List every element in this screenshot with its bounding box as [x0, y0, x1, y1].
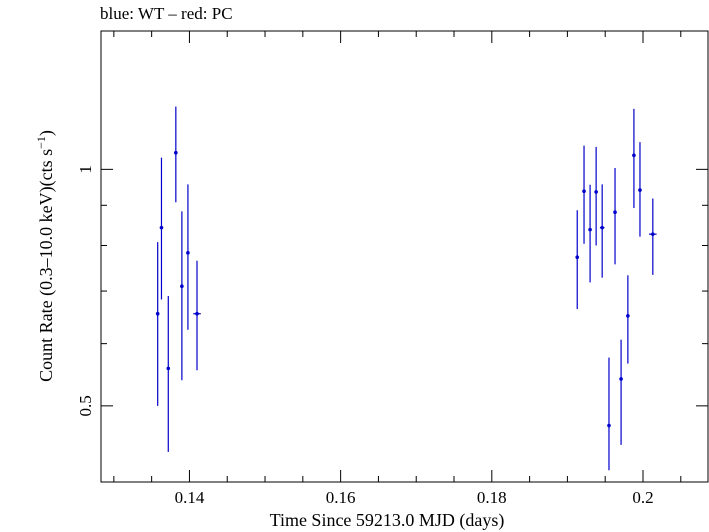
point-marker — [626, 314, 630, 318]
y-axis-label-close: ) — [36, 130, 57, 136]
point-marker — [582, 189, 586, 193]
data-point — [155, 242, 160, 406]
data-point — [649, 198, 657, 275]
data-point — [626, 275, 630, 364]
point-marker — [159, 225, 164, 230]
point-marker — [600, 225, 604, 230]
chart-title: blue: WT – red: PC — [100, 4, 233, 23]
data-point — [607, 357, 611, 471]
data-point — [159, 157, 164, 300]
data-point — [613, 167, 617, 265]
point-marker — [607, 423, 611, 428]
x-tick-label: 0.2 — [632, 488, 653, 507]
data-point — [594, 146, 598, 246]
data-point — [193, 260, 201, 371]
point-marker — [186, 251, 190, 255]
point-marker — [632, 153, 636, 158]
point-marker — [619, 377, 623, 381]
data-point — [588, 184, 592, 283]
y-tick-label: 1 — [76, 165, 95, 174]
data-point — [186, 184, 190, 330]
point-marker — [594, 190, 598, 194]
x-tick-label: 0.16 — [326, 488, 356, 507]
y-tick-label: 0.5 — [76, 395, 95, 416]
plot-frame — [100, 30, 709, 483]
y-axis-label-exponent: −1 — [34, 136, 48, 149]
data-point — [599, 184, 605, 278]
x-axis-label: Time Since 59213.0 MJD (days) — [270, 510, 505, 531]
axis-ticks: 0.14 0.16 0.18 0.2 0.5 1 — [76, 31, 708, 507]
point-marker — [613, 210, 617, 214]
point-marker — [588, 227, 592, 232]
point-marker — [575, 255, 580, 260]
data-point — [575, 210, 580, 310]
data-point — [582, 145, 586, 244]
data-point — [638, 142, 642, 237]
point-marker — [174, 150, 178, 155]
point-marker — [195, 311, 199, 316]
data-point — [174, 106, 178, 203]
data-points — [155, 106, 657, 471]
y-axis-label: Count Rate (0.3–10.0 keV)(cts s−1) — [34, 130, 57, 382]
point-marker — [180, 284, 184, 289]
data-point — [166, 295, 171, 452]
point-marker — [155, 311, 160, 316]
point-marker — [651, 232, 655, 236]
data-point — [619, 339, 623, 445]
point-marker — [638, 188, 642, 192]
point-marker — [166, 366, 171, 371]
x-tick-label: 0.18 — [477, 488, 507, 507]
x-tick-label: 0.14 — [175, 488, 205, 507]
data-point — [180, 211, 184, 381]
y-axis-label-main: Count Rate (0.3–10.0 keV)(cts s — [36, 149, 57, 382]
data-point — [632, 108, 636, 208]
